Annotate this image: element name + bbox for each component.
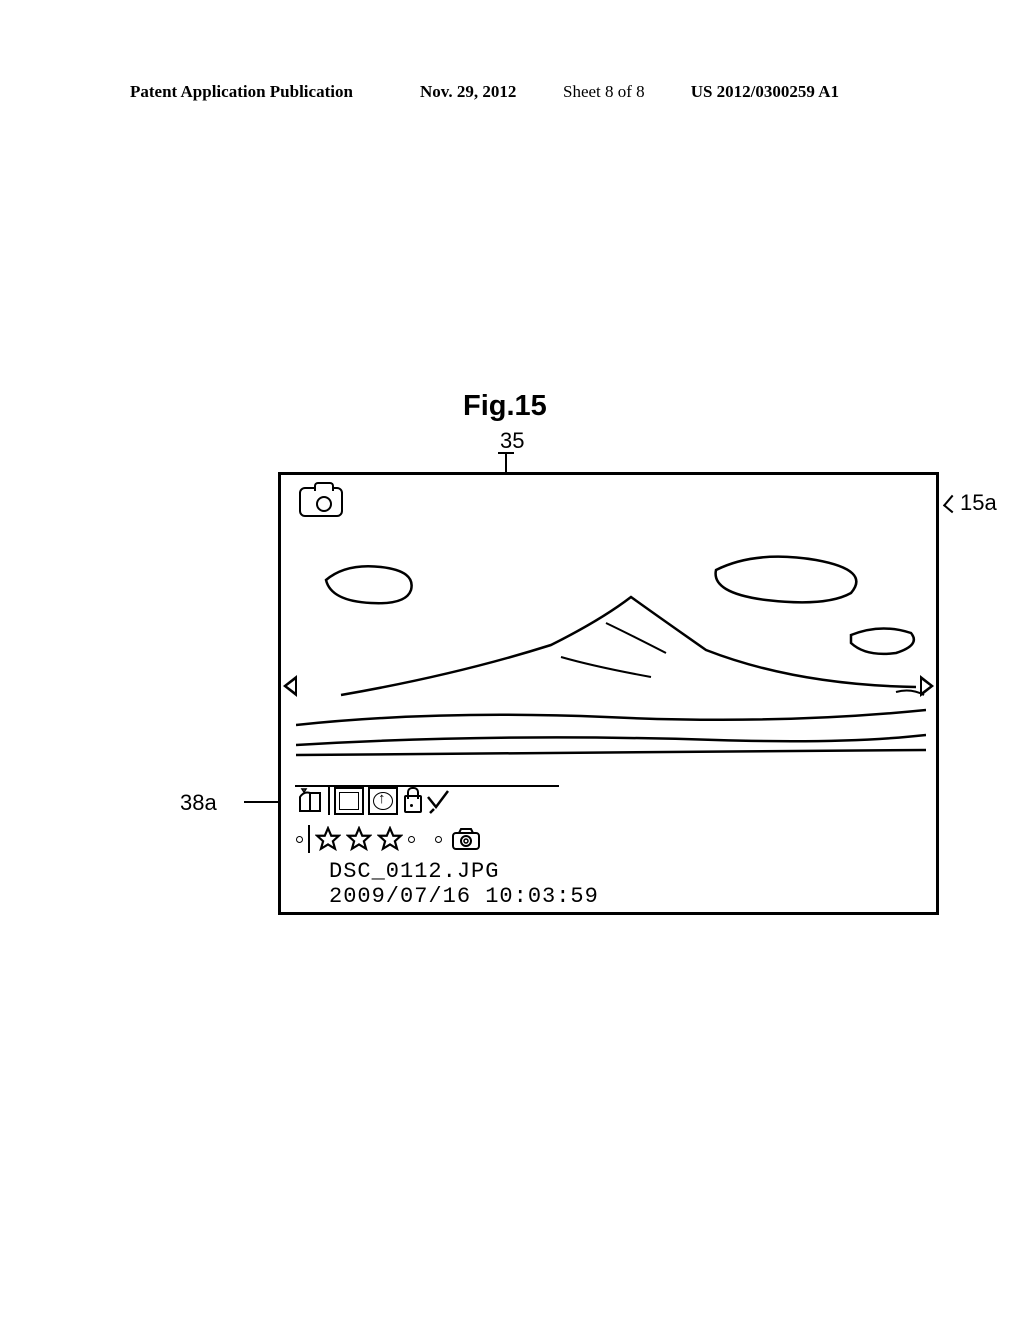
separator [328, 787, 330, 815]
header-date: Nov. 29, 2012 [420, 82, 516, 102]
upload-icon[interactable] [368, 787, 398, 815]
landscape-drawing [296, 545, 926, 765]
retouch-icon[interactable] [296, 787, 324, 815]
icon-toolbar [296, 787, 450, 815]
lead-38a [244, 801, 280, 803]
figure-title: Fig.15 [463, 390, 547, 423]
dot-icon [408, 836, 415, 843]
nav-left-icon[interactable] [283, 675, 297, 697]
frame-icon[interactable] [334, 787, 364, 815]
edit-check-icon[interactable] [426, 787, 450, 815]
star-icon[interactable] [315, 826, 341, 852]
header-sheet: Sheet 8 of 8 [563, 82, 645, 102]
file-info: DSC_0112.JPG 2009/07/16 10:03:59 [329, 859, 599, 909]
lead-35 [505, 452, 507, 474]
display-screen: DSC_0112.JPG 2009/07/16 10:03:59 [278, 472, 939, 915]
dot-icon [435, 836, 442, 843]
lead-15a [940, 500, 958, 502]
ref-15a: 15a [960, 490, 997, 516]
ref-38a: 38a [180, 790, 217, 816]
separator [308, 825, 310, 853]
file-timestamp: 2009/07/16 10:03:59 [329, 884, 599, 909]
dot-icon [296, 836, 303, 843]
lock-icon[interactable] [402, 787, 422, 815]
rating-row [296, 825, 481, 853]
star-icon[interactable] [346, 826, 372, 852]
header-left: Patent Application Publication [130, 82, 353, 102]
ref-35: 35 [500, 428, 524, 454]
camera-icon [299, 487, 343, 517]
file-name: DSC_0112.JPG [329, 859, 599, 884]
star-icon[interactable] [377, 826, 403, 852]
header-pubno: US 2012/0300259 A1 [691, 82, 839, 102]
camera-small-icon[interactable] [451, 827, 481, 851]
